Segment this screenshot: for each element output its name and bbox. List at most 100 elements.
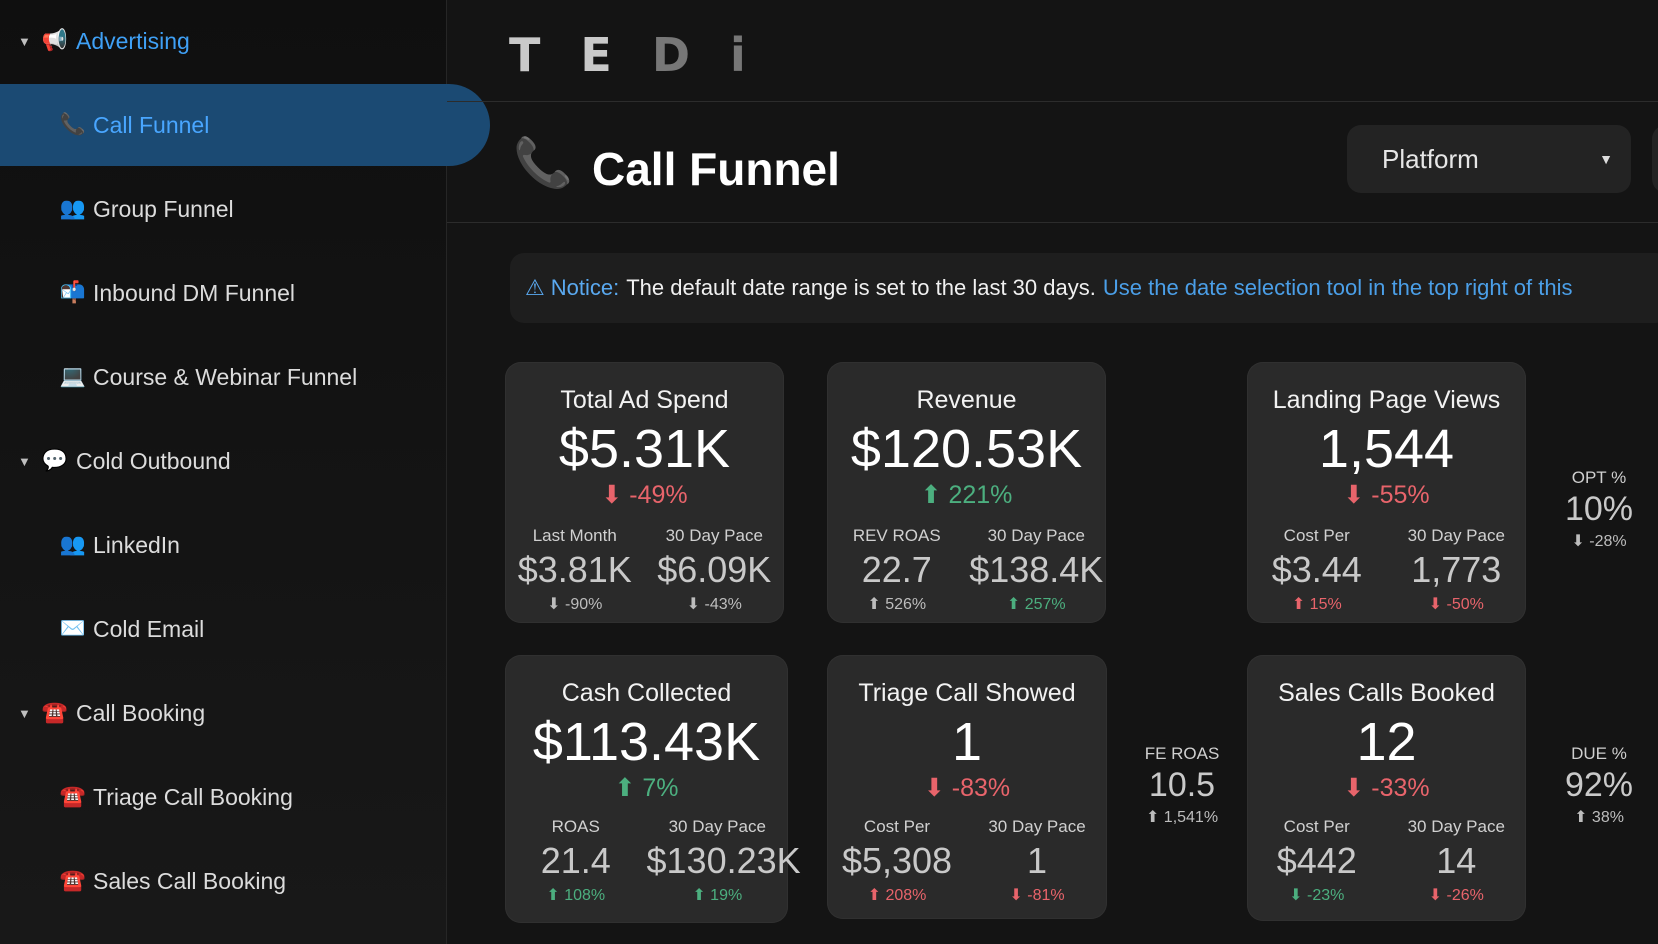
sidebar-item-call-funnel[interactable]: 📞 Call Funnel bbox=[0, 84, 490, 166]
card-change: ⬆ 221% bbox=[920, 481, 1013, 509]
sidebar-item-cold-email[interactable]: ✉️ Cold Email bbox=[0, 588, 204, 670]
logo-bar: TEDi bbox=[447, 0, 1658, 102]
sub-label: 30 Day Pace bbox=[668, 817, 766, 836]
card-sub-right: 30 Day Pace 1 ⬇ -81% bbox=[967, 817, 1107, 905]
metric-change: ⬆ 1,541% bbox=[1145, 809, 1219, 826]
metric-due-percent: DUE % 92% ⬆ 38% bbox=[1549, 744, 1649, 827]
card-change: ⬇ -55% bbox=[1343, 481, 1430, 509]
platform-select[interactable]: Platform ▼ bbox=[1347, 125, 1631, 193]
sidebar-item-label: Triage Call Booking bbox=[93, 783, 293, 810]
card-value: 1 bbox=[951, 712, 983, 772]
sub-label: 30 Day Pace bbox=[1407, 817, 1505, 836]
sub-change: ⬆ 208% bbox=[867, 887, 927, 904]
card-sub-right: 30 Day Pace $138.4K ⬆ 257% bbox=[967, 526, 1107, 614]
card-sub-left: Last Month $3.81K ⬇ -90% bbox=[505, 526, 645, 614]
caret-down-icon[interactable]: ▼ bbox=[18, 453, 31, 469]
sidebar-item-label: Advertising bbox=[76, 27, 190, 54]
sub-value: $130.23K bbox=[646, 840, 801, 881]
telephone-icon: ☎️ bbox=[59, 785, 87, 808]
metric-label: OPT % bbox=[1571, 468, 1627, 487]
sidebar-item-label: Course & Webinar Funnel bbox=[93, 363, 358, 390]
sidebar-item-group-funnel[interactable]: 👥 Group Funnel bbox=[0, 168, 234, 250]
sidebar-section-advertising[interactable]: ▼ 📢 Advertising bbox=[0, 0, 190, 82]
sidebar-item-label: Group Funnel bbox=[93, 195, 234, 222]
sub-value: 1,773 bbox=[1411, 549, 1502, 590]
people-icon: 👥 bbox=[59, 197, 87, 220]
sub-change: ⬇ -26% bbox=[1428, 887, 1484, 904]
notice-label: Notice: bbox=[550, 275, 620, 300]
sidebar-item-inbound-dm-funnel[interactable]: 📬 Inbound DM Funnel bbox=[0, 252, 295, 334]
sub-change: ⬇ -90% bbox=[547, 596, 603, 613]
card-sub-left: Cost Per $442 ⬇ -23% bbox=[1247, 817, 1387, 905]
card-title: Triage Call Showed bbox=[858, 679, 1076, 707]
metric-value: 10.5 bbox=[1148, 766, 1216, 804]
date-range-select[interactable] bbox=[1652, 125, 1658, 193]
main-panel: TEDi 📞 Call Funnel Platform ▼ ⚠ Notice: … bbox=[447, 0, 1658, 944]
card-change: ⬇ -49% bbox=[601, 481, 688, 509]
logo: TEDi bbox=[509, 28, 786, 82]
caret-down-icon[interactable]: ▼ bbox=[18, 33, 31, 49]
notice-link[interactable]: Use the date selection tool in the top r… bbox=[1102, 275, 1573, 300]
sub-value: $3.44 bbox=[1271, 549, 1362, 590]
sidebar-section-call-booking[interactable]: ▼ ☎️ Call Booking bbox=[0, 672, 205, 754]
card-value: $113.43K bbox=[532, 712, 761, 772]
sub-label: Last Month bbox=[532, 526, 617, 545]
card-total-ad-spend: Total Ad Spend $5.31K ⬇ -49% Last Month … bbox=[505, 362, 784, 623]
caret-down-icon[interactable]: ▼ bbox=[18, 705, 31, 721]
page-title: Call Funnel bbox=[592, 143, 840, 195]
sub-change: ⬆ 526% bbox=[867, 596, 927, 613]
card-sub-right: 30 Day Pace 14 ⬇ -26% bbox=[1387, 817, 1527, 905]
sub-change: ⬇ -50% bbox=[1428, 596, 1484, 613]
card-sub-right: 30 Day Pace 1,773 ⬇ -50% bbox=[1387, 526, 1527, 614]
notice-text: The default date range is set to the las… bbox=[626, 275, 1096, 300]
card-cash-collected: Cash Collected $113.43K ⬆ 7% ROAS 21.4 ⬆… bbox=[505, 655, 801, 923]
sub-label: 30 Day Pace bbox=[988, 817, 1086, 836]
phone-icon: 📞 bbox=[513, 137, 573, 190]
sub-change: ⬆ 19% bbox=[692, 887, 743, 904]
notice-banner: ⚠ Notice: The default date range is set … bbox=[510, 253, 1658, 323]
card-title: Landing Page Views bbox=[1272, 386, 1501, 414]
sub-value: $138.4K bbox=[969, 549, 1104, 590]
sidebar: ▼ 📢 Advertising 📞 Call Funnel 👥 Group Funnel 📬 I… bbox=[0, 0, 490, 944]
people-icon: 👥 bbox=[59, 533, 87, 556]
sidebar-item-label: Sales Call Booking bbox=[93, 867, 287, 894]
mailbox-icon: 📬 bbox=[59, 281, 87, 304]
card-title: Sales Calls Booked bbox=[1278, 679, 1495, 707]
sidebar-item-linkedin[interactable]: 👥 LinkedIn bbox=[0, 504, 180, 586]
chevron-down-icon: ▼ bbox=[1599, 151, 1613, 167]
sidebar-item-triage-call-booking[interactable]: ☎️ Triage Call Booking bbox=[0, 756, 293, 838]
card-title: Cash Collected bbox=[561, 679, 732, 707]
sub-value: $6.09K bbox=[657, 549, 772, 590]
sub-change: ⬇ -81% bbox=[1009, 887, 1065, 904]
sub-label: Cost Per bbox=[1283, 817, 1350, 836]
card-title: Revenue bbox=[916, 386, 1017, 414]
sidebar-item-label: LinkedIn bbox=[93, 531, 180, 558]
card-change: ⬇ -33% bbox=[1343, 774, 1430, 802]
card-change: ⬇ -83% bbox=[923, 774, 1011, 802]
telephone-icon: ☎️ bbox=[59, 869, 87, 892]
card-change: ⬆ 7% bbox=[614, 774, 679, 802]
card-value: $120.53K bbox=[850, 419, 1083, 479]
sidebar-item-sales-call-booking[interactable]: ☎️ Sales Call Booking bbox=[0, 840, 286, 922]
metric-label: DUE % bbox=[1571, 744, 1627, 763]
megaphone-icon: 📢 bbox=[41, 29, 69, 52]
sub-value: 21.4 bbox=[540, 840, 611, 881]
phone-icon: 📞 bbox=[59, 113, 87, 136]
card-sub-left: Cost Per $3.44 ⬆ 15% bbox=[1247, 526, 1387, 614]
sub-value: $3.81K bbox=[517, 549, 632, 590]
sub-value: $442 bbox=[1276, 840, 1357, 881]
laptop-icon: 💻 bbox=[59, 365, 87, 388]
sidebar-item-label: Inbound DM Funnel bbox=[93, 279, 296, 306]
sub-change: ⬆ 108% bbox=[546, 887, 606, 904]
sub-label: 30 Day Pace bbox=[665, 526, 763, 545]
sub-change: ⬇ -43% bbox=[686, 596, 742, 613]
card-triage-call-showed: Triage Call Showed 1 ⬇ -83% Cost Per $5,… bbox=[827, 655, 1107, 919]
sub-label: 30 Day Pace bbox=[1407, 526, 1505, 545]
sub-label: 30 Day Pace bbox=[987, 526, 1085, 545]
card-sub-left: REV ROAS 22.7 ⬆ 526% bbox=[827, 526, 967, 614]
sidebar-item-label: Call Funnel bbox=[93, 111, 210, 138]
sidebar-item-course-and-webinar-funnel[interactable]: 💻 Course & Webinar Funnel bbox=[0, 336, 357, 418]
sub-value: 1 bbox=[1026, 840, 1048, 881]
sidebar-section-cold-outbound[interactable]: ▼ 💬 Cold Outbound bbox=[0, 420, 231, 502]
sub-change: ⬇ -23% bbox=[1289, 887, 1345, 904]
